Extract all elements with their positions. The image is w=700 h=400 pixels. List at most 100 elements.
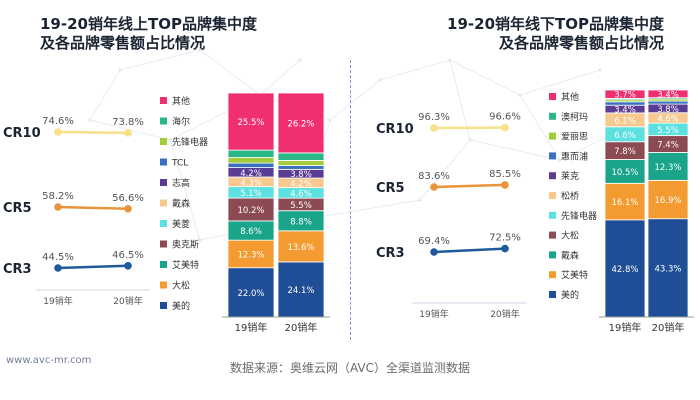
right-share-bar-label: 7.4% xyxy=(657,141,679,151)
left-share-bar-segment xyxy=(227,239,275,269)
right-share-legend-label: 大松 xyxy=(561,230,579,242)
left-cr-value-label: 46.5% xyxy=(112,250,144,261)
right-share-bar-segment xyxy=(604,89,646,99)
decor-node xyxy=(198,238,202,242)
right-share-bar-label: 42.8% xyxy=(611,265,638,275)
right-share-bar-label: 12.3% xyxy=(654,163,681,173)
right-share-bar-segment xyxy=(604,182,646,221)
decor-line xyxy=(89,69,121,121)
left-share-bar-label: 8.8% xyxy=(290,217,312,227)
left-cr-line-cr3 xyxy=(57,264,129,270)
right-share-bar-label: 10.5% xyxy=(611,168,638,178)
right-share-bar-label: 16.1% xyxy=(611,198,638,208)
left-share-bar-label: 5.1% xyxy=(240,189,262,199)
right-share-bar-label: 3.4% xyxy=(614,106,636,116)
decor-node xyxy=(598,68,602,72)
right-cr-point-cr3 xyxy=(430,248,438,256)
right-share-bar-segment xyxy=(647,152,689,181)
left-share-legend-label: 大松 xyxy=(172,280,190,292)
right-share-legend-swatch xyxy=(549,291,556,298)
left-share-legend-label: 其他 xyxy=(172,95,190,107)
right-cr-value-label: 85.5% xyxy=(489,169,521,180)
left-share-legend-swatch xyxy=(160,179,167,186)
right-share-legend-label: 爱丽思 xyxy=(561,132,588,143)
decor-line xyxy=(449,59,521,96)
right-chart-title: 19-20销年线下TOP品牌集中度 及各品牌零售额占比情况 xyxy=(447,15,664,53)
right-cr-series-name-cr5: CR5 xyxy=(376,181,405,196)
right-cr-point-cr10 xyxy=(501,123,509,132)
left-share-legend-swatch xyxy=(160,117,167,125)
left-cr-point-cr5 xyxy=(54,203,62,211)
left-share-bar-segment xyxy=(227,267,275,318)
left-share-legend-label: TCL xyxy=(171,159,188,169)
left-share-bar-segment xyxy=(277,160,325,166)
left-cr-line-cr5 xyxy=(57,205,129,211)
right-cr-line-cr3 xyxy=(433,247,506,254)
right-share-bar-label: 16.9% xyxy=(654,196,681,206)
right-share-legend-swatch xyxy=(549,271,556,279)
left-share-bar-label: 5.5% xyxy=(290,201,312,211)
decor-line xyxy=(329,79,381,121)
decor-line xyxy=(259,59,301,96)
decor-line xyxy=(119,49,201,71)
left-share-legend-swatch xyxy=(160,97,167,104)
decor-node xyxy=(118,68,122,72)
decor-node xyxy=(168,138,172,142)
decor-line xyxy=(379,59,451,81)
left-cr-series-name-cr10: CR10 xyxy=(3,126,41,141)
right-cr-x-tick-label: 20销年 xyxy=(490,308,519,320)
decor-line xyxy=(419,139,471,201)
right-cr-point-cr5 xyxy=(430,183,438,191)
left-cr-value-label: 73.8% xyxy=(112,117,144,128)
decor-line xyxy=(169,139,201,241)
left-share-category-label: 19销年 xyxy=(235,321,268,334)
left-share-legend-label: 戴森 xyxy=(172,198,190,210)
left-share-category-label: 20销年 xyxy=(285,321,318,334)
left-share-legend-label: 奥克斯 xyxy=(172,239,199,251)
right-cr-series-name-cr3: CR3 xyxy=(376,246,405,261)
left-share-legend-label: 先锋电器 xyxy=(172,136,208,148)
decor-node xyxy=(448,58,452,62)
left-share-bar-label: 4.2% xyxy=(240,169,262,179)
left-cr-point-cr5 xyxy=(124,204,132,213)
site-url[interactable]: www.avc-mr.com xyxy=(6,355,92,366)
right-share-legend-swatch xyxy=(549,231,556,239)
right-share-legend-swatch xyxy=(549,93,556,100)
right-share-bar-label: 3.8% xyxy=(657,105,679,115)
left-share-legend-swatch xyxy=(160,158,167,166)
decor-node xyxy=(88,118,92,122)
left-cr-point-cr3 xyxy=(54,264,62,272)
left-share-bar-label: 4.3% xyxy=(240,178,262,188)
right-cr-value-label: 96.6% xyxy=(489,112,521,123)
right-cr-point-cr10 xyxy=(430,124,438,132)
right-share-legend-swatch xyxy=(549,132,556,140)
left-share-bar-label: 25.5% xyxy=(237,118,264,128)
right-share-legend-swatch xyxy=(549,172,556,180)
right-share-legend-swatch xyxy=(549,152,556,160)
left-share-bar-segment xyxy=(227,162,275,168)
left-cr-value-label: 74.6% xyxy=(42,116,74,127)
right-cr-value-label: 96.3% xyxy=(418,112,450,123)
left-share-legend-swatch xyxy=(160,138,167,145)
decor-line xyxy=(519,94,561,161)
decor-line xyxy=(199,49,261,96)
left-share-legend-label: 美的 xyxy=(172,300,190,312)
left-share-legend-swatch xyxy=(160,240,167,248)
right-share-bar-segment xyxy=(647,179,689,220)
right-share-bar-label: 3.7% xyxy=(614,91,636,101)
right-share-category-label: 20销年 xyxy=(652,321,685,334)
right-share-legend-swatch xyxy=(549,112,556,120)
decor-node xyxy=(468,138,472,142)
left-share-bar-segment xyxy=(227,149,275,158)
right-cr-point-cr5 xyxy=(501,181,509,189)
right-share-legend-label: 戴森 xyxy=(561,249,579,261)
left-title-line-1: 19-20销年线上TOP品牌集中度 xyxy=(40,15,257,33)
right-share-legend-label: 澳柯玛 xyxy=(561,111,588,123)
left-share-bar-label: 4.6% xyxy=(290,189,312,199)
right-title-line-1: 19-20销年线下TOP品牌集中度 xyxy=(447,15,664,33)
panel-divider xyxy=(350,60,351,340)
left-share-bar-label: 13.6% xyxy=(287,243,314,253)
left-share-bar-label: 26.2% xyxy=(287,119,314,129)
decor-node xyxy=(518,93,522,97)
left-cr-series-name-cr5: CR5 xyxy=(3,201,32,216)
